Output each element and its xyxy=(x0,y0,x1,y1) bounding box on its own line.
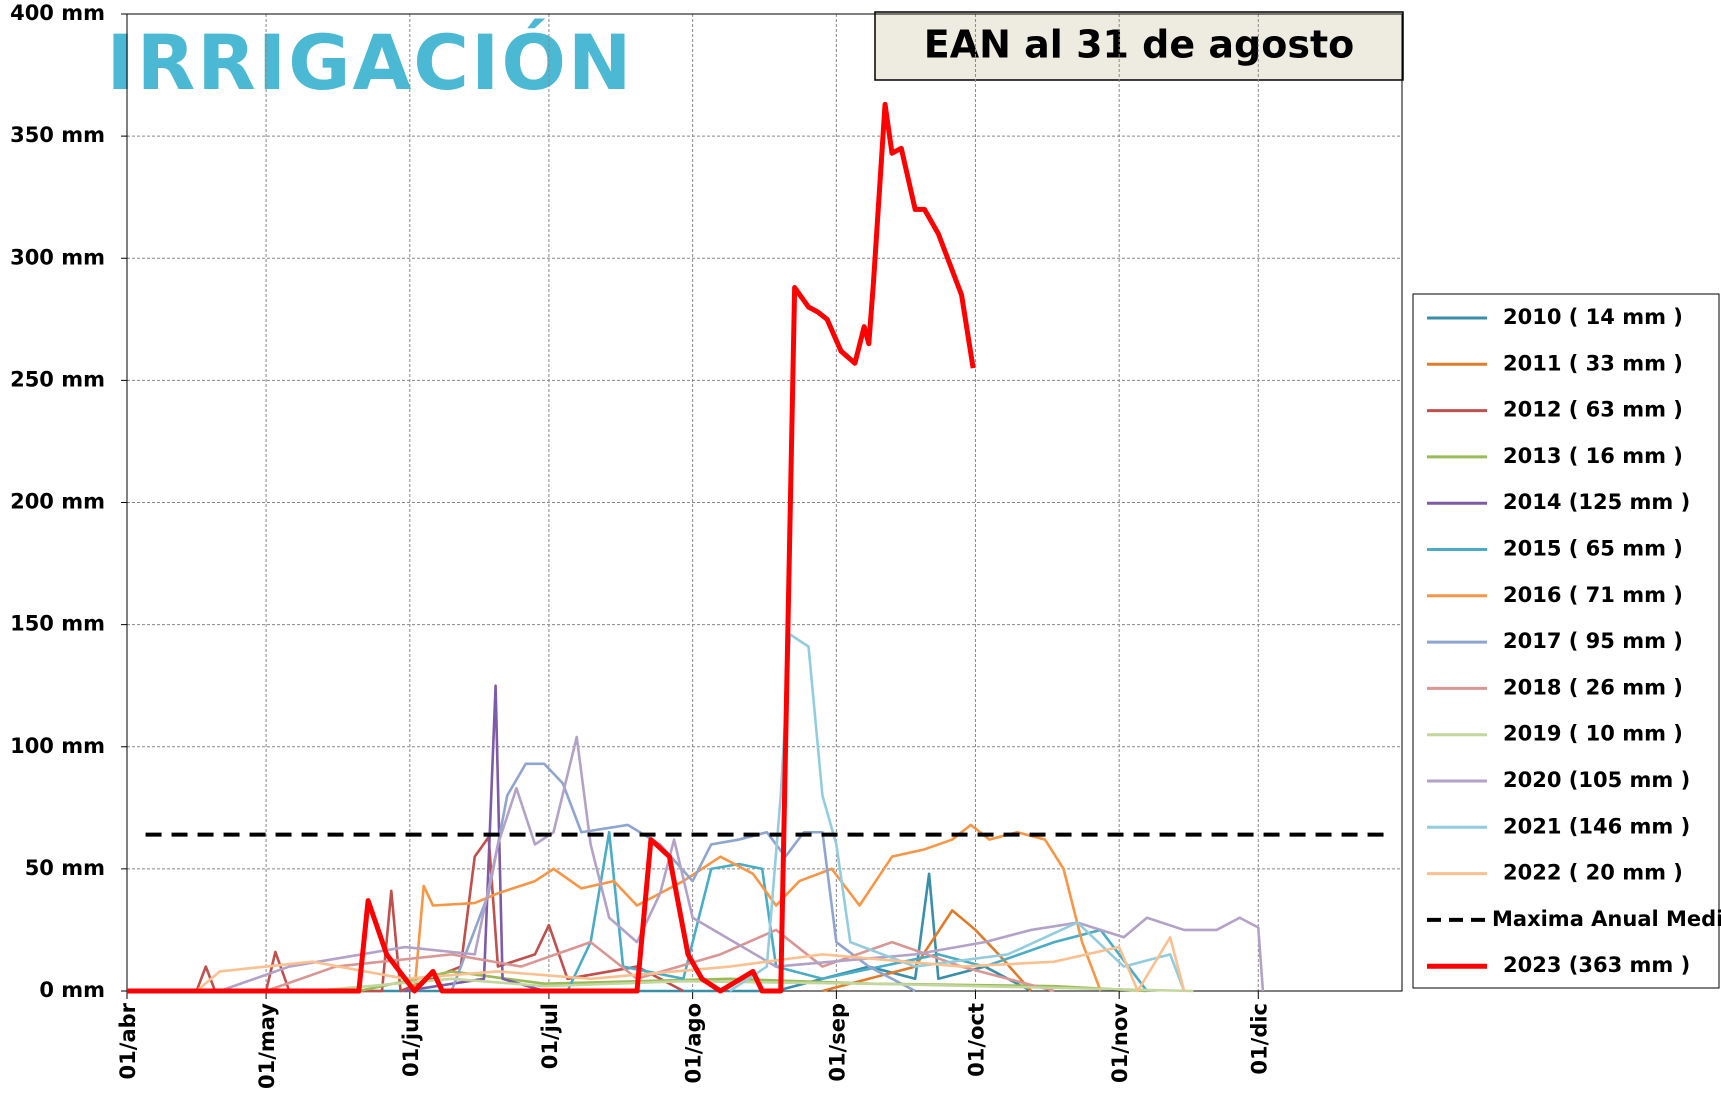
y-tick-label: 350 mm xyxy=(10,123,105,147)
series-line xyxy=(358,970,1148,993)
legend-label: 2015 ( 65 mm ) xyxy=(1503,537,1683,561)
series-line xyxy=(450,762,916,993)
legend-label: 2010 ( 14 mm ) xyxy=(1503,305,1683,329)
series-line xyxy=(219,735,1265,993)
legend-label: 2021 (146 mm ) xyxy=(1503,814,1690,838)
y-tick-label: 250 mm xyxy=(10,367,105,391)
legend-label: 2017 ( 95 mm ) xyxy=(1503,629,1683,653)
series-line xyxy=(729,633,1186,993)
legend-label: 2019 ( 10 mm ) xyxy=(1503,722,1683,746)
series-line xyxy=(265,928,1055,993)
x-tick-label: 01/nov xyxy=(1108,1003,1132,1083)
legend-label: 2016 ( 71 mm ) xyxy=(1503,583,1683,607)
logo: IRRIGACIÓN xyxy=(106,17,633,107)
series-line xyxy=(404,684,545,993)
y-tick-label: 150 mm xyxy=(10,612,105,636)
legend-label: Maxima Anual Media xyxy=(1492,907,1721,931)
series-line xyxy=(312,977,1194,993)
x-tick-label: 01/abr xyxy=(116,1002,140,1079)
x-tick-label: 01/jun xyxy=(399,1003,423,1077)
legend-label: 2020 (105 mm ) xyxy=(1503,768,1690,792)
x-tick-label: 01/dic xyxy=(1247,1003,1271,1075)
y-tick-label: 300 mm xyxy=(10,245,105,269)
legend-label: 2013 ( 16 mm ) xyxy=(1503,444,1683,468)
y-tick-label: 0 mm xyxy=(39,978,105,1002)
y-tick-label: 50 mm xyxy=(25,856,105,880)
legend-label: 2018 ( 26 mm ) xyxy=(1503,675,1683,699)
y-tick-label: 400 mm xyxy=(10,1,105,25)
x-tick-label: 01/oct xyxy=(964,1003,988,1077)
legend-label: 2014 (125 mm ) xyxy=(1503,490,1690,514)
series-line xyxy=(195,935,1186,993)
series-line xyxy=(127,101,976,994)
series-line xyxy=(822,909,1033,993)
legend-label: 2011 ( 33 mm ) xyxy=(1503,351,1683,375)
y-tick-label: 200 mm xyxy=(10,490,105,514)
series-line xyxy=(195,835,684,993)
y-tick-label: 100 mm xyxy=(10,734,105,758)
x-tick-label: 01/may xyxy=(255,1003,279,1089)
x-tick-label: 01/ago xyxy=(682,1003,706,1084)
chart-title: EAN al 31 de agosto xyxy=(924,23,1354,67)
title-box xyxy=(874,11,1404,81)
legend-label: 2022 ( 20 mm ) xyxy=(1503,861,1683,885)
legend-label: 2023 (363 mm ) xyxy=(1503,953,1690,977)
series-line xyxy=(127,872,1032,993)
x-tick-label: 01/jul xyxy=(538,1003,562,1069)
legend-label: 2012 ( 63 mm ) xyxy=(1503,398,1683,422)
x-tick-label: 01/sep xyxy=(825,1003,849,1082)
series-line xyxy=(566,830,1149,992)
